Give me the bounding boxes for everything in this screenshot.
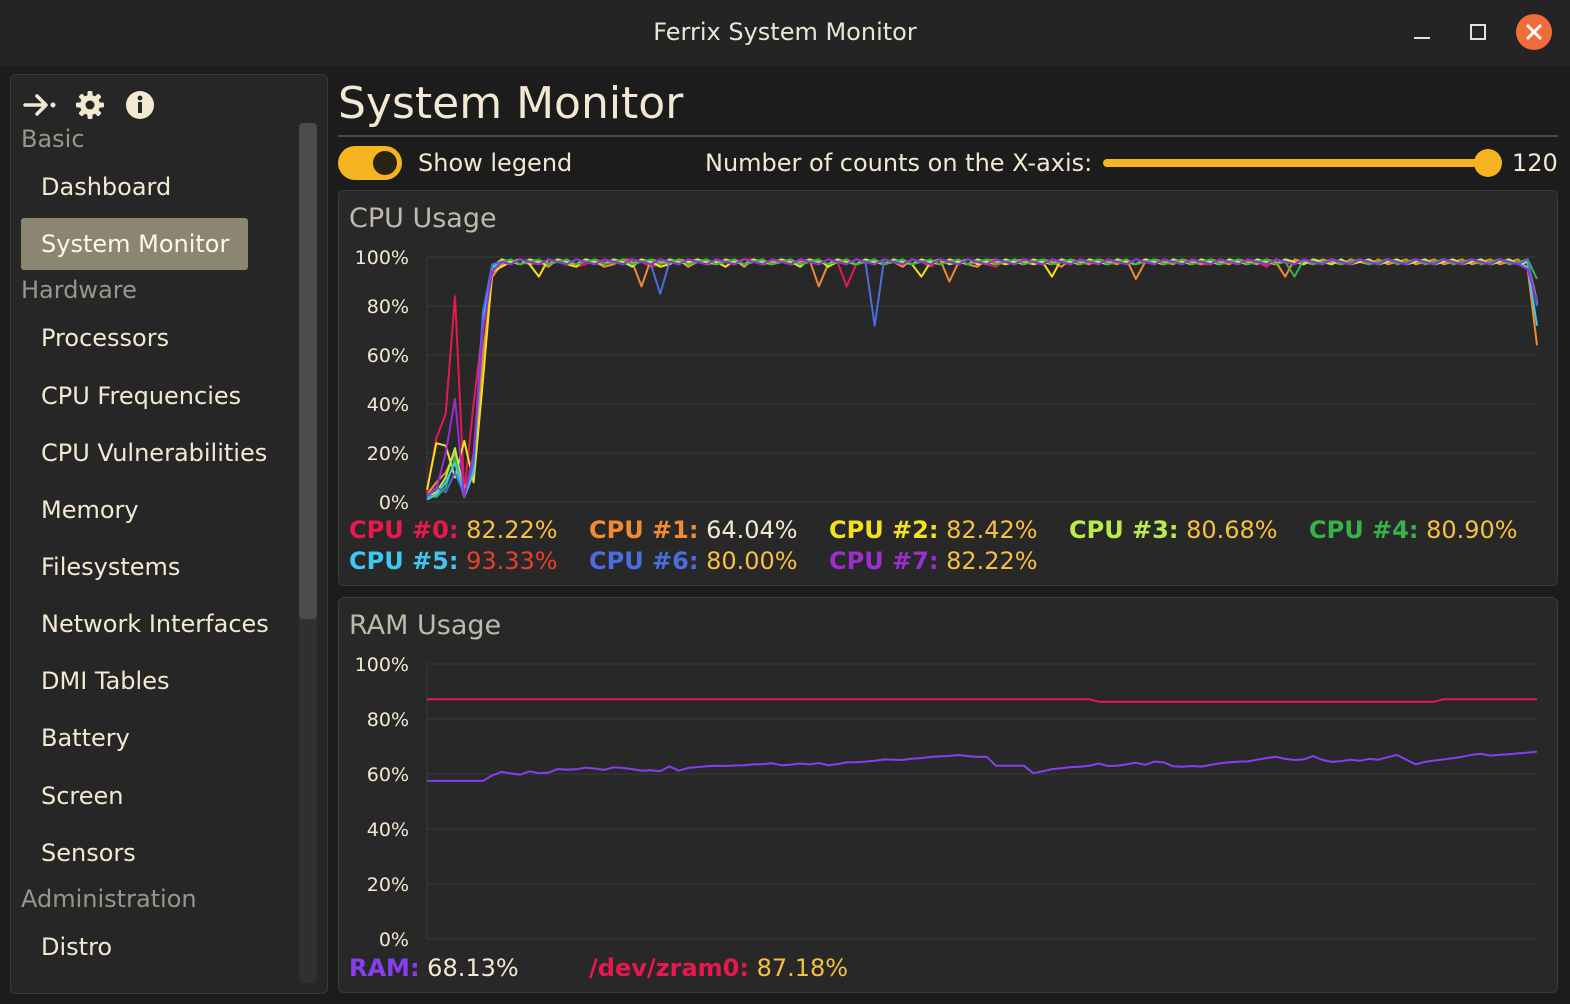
title-bar: Ferrix System Monitor bbox=[0, 0, 1570, 66]
sidebar-item-cpu-frequencies[interactable]: CPU Frequencies bbox=[41, 382, 242, 410]
ram-usage-panel: RAM Usage 0% 20% 40% 60% 80% 100% RAM: 68.13%… bbox=[338, 597, 1558, 993]
section-basic: Basic bbox=[21, 125, 85, 153]
show-legend-label: Show legend bbox=[418, 149, 573, 177]
cpu-usage-chart: 0% 20% 40% 60% 80% 100% bbox=[355, 247, 1538, 514]
sidebar: Basic Dashboard System Monitor Hardware … bbox=[10, 74, 328, 994]
x-counts-label: Number of counts on the X-axis: bbox=[705, 149, 1093, 177]
sidebar-item-memory[interactable]: Memory bbox=[41, 496, 139, 524]
sidebar-item-dmi-tables[interactable]: DMI Tables bbox=[41, 667, 170, 695]
toggle-knob bbox=[373, 151, 397, 175]
section-administration: Administration bbox=[21, 885, 197, 913]
series-line-1 bbox=[427, 698, 1537, 703]
cpu-legend: CPU #0: 82.22% CPU #1: 64.04% CPU #2: 82.4… bbox=[349, 191, 1549, 587]
legend-series-value: 80.68% bbox=[1178, 516, 1278, 544]
legend-series-name: CPU #4: bbox=[1309, 516, 1419, 544]
sidebar-item-network-interfaces[interactable]: Network Interfaces bbox=[41, 610, 269, 638]
legend-series-name: CPU #5: bbox=[349, 547, 459, 575]
sidebar-item-cpu-vulnerabilities[interactable]: CPU Vulnerabilities bbox=[41, 439, 268, 467]
legend-item: CPU #4: 80.90% bbox=[1309, 516, 1518, 544]
minimize-icon bbox=[1414, 37, 1430, 39]
legend-series-name: CPU #6: bbox=[589, 547, 699, 575]
x-counts-value: 120 bbox=[1512, 149, 1558, 177]
collapse-sidebar-icon[interactable] bbox=[23, 89, 57, 121]
maximize-icon bbox=[1470, 24, 1486, 40]
legend-item: CPU #2: 82.42% bbox=[829, 516, 1038, 544]
y-tick-label: 100% bbox=[355, 654, 409, 676]
legend-series-value: 80.00% bbox=[698, 547, 798, 575]
legend-series-value: 87.18% bbox=[748, 954, 849, 982]
y-tick-label: 60% bbox=[367, 345, 409, 367]
cpu-usage-title: CPU Usage bbox=[349, 203, 497, 234]
sidebar-item-system-monitor[interactable]: System Monitor bbox=[21, 218, 248, 270]
title-divider bbox=[338, 135, 1558, 137]
legend-item: CPU #3: 80.68% bbox=[1069, 516, 1278, 544]
legend-series-value: 64.04% bbox=[698, 516, 798, 544]
ram-usage-chart: 0% 20% 40% 60% 80% 100% bbox=[355, 654, 1538, 951]
legend-item: /dev/zram0: 87.18% bbox=[589, 954, 848, 982]
section-hardware: Hardware bbox=[21, 276, 137, 304]
close-icon bbox=[1526, 24, 1542, 40]
main-content: System Monitor Show legend Number of cou… bbox=[338, 66, 1560, 1004]
y-tick-label: 20% bbox=[367, 874, 409, 896]
legend-series-name: CPU #7: bbox=[829, 547, 939, 575]
series-line-7 bbox=[426, 258, 1538, 499]
window-title: Ferrix System Monitor bbox=[653, 18, 917, 46]
sidebar-item-sensors[interactable]: Sensors bbox=[41, 839, 136, 867]
legend-item: CPU #1: 64.04% bbox=[589, 516, 798, 544]
legend-item: CPU #5: 93.33% bbox=[349, 547, 558, 575]
y-tick-label: 60% bbox=[367, 764, 409, 786]
minimize-button[interactable] bbox=[1404, 14, 1440, 50]
y-tick-label: 40% bbox=[367, 394, 409, 416]
sidebar-item-screen[interactable]: Screen bbox=[41, 782, 124, 810]
x-counts-slider-track[interactable] bbox=[1103, 159, 1483, 167]
legend-item: CPU #0: 82.22% bbox=[349, 516, 558, 544]
page-title: System Monitor bbox=[338, 78, 684, 129]
legend-item: RAM: 68.13% bbox=[349, 954, 519, 982]
legend-item: CPU #6: 80.00% bbox=[589, 547, 798, 575]
legend-series-name: CPU #1: bbox=[589, 516, 699, 544]
legend-series-name: RAM: bbox=[349, 954, 420, 982]
y-tick-label: 0% bbox=[379, 492, 409, 514]
sidebar-toolbar bbox=[23, 89, 157, 121]
y-tick-label: 80% bbox=[367, 709, 409, 731]
series-line-0 bbox=[427, 750, 1538, 782]
legend-series-value: 82.42% bbox=[938, 516, 1038, 544]
legend-series-value: 93.33% bbox=[458, 547, 558, 575]
legend-series-name: CPU #0: bbox=[349, 516, 459, 544]
legend-series-value: 68.13% bbox=[419, 954, 519, 982]
y-tick-label: 80% bbox=[367, 296, 409, 318]
sidebar-scrollbar-thumb[interactable] bbox=[299, 123, 317, 619]
legend-series-value: 82.22% bbox=[938, 547, 1038, 575]
y-tick-label: 100% bbox=[355, 247, 409, 269]
info-icon[interactable] bbox=[123, 89, 157, 121]
legend-series-name: CPU #3: bbox=[1069, 516, 1179, 544]
sidebar-item-processors[interactable]: Processors bbox=[41, 324, 170, 352]
cpu-usage-panel: CPU Usage 0% 20% 40% 60% 80% 100% CPU #0: 82.… bbox=[338, 190, 1558, 586]
close-button[interactable] bbox=[1516, 14, 1552, 50]
y-tick-label: 0% bbox=[379, 929, 409, 951]
y-tick-label: 20% bbox=[367, 443, 409, 465]
gear-icon[interactable] bbox=[73, 89, 107, 121]
show-legend-toggle[interactable] bbox=[338, 146, 402, 180]
sidebar-item-battery[interactable]: Battery bbox=[41, 724, 130, 752]
legend-series-value: 80.90% bbox=[1418, 516, 1518, 544]
legend-series-name: CPU #2: bbox=[829, 516, 939, 544]
ram-legend: RAM: 68.13% /dev/zram0: 87.18% bbox=[349, 598, 1549, 994]
sidebar-scrollbar[interactable] bbox=[299, 123, 317, 983]
sidebar-item-distro[interactable]: Distro bbox=[41, 933, 113, 961]
legend-series-name: /dev/zram0: bbox=[589, 954, 749, 982]
y-tick-label: 40% bbox=[367, 819, 409, 841]
x-counts-slider-handle[interactable] bbox=[1474, 149, 1502, 177]
legend-series-value: 82.22% bbox=[458, 516, 558, 544]
legend-item: CPU #7: 82.22% bbox=[829, 547, 1038, 575]
maximize-button[interactable] bbox=[1460, 14, 1496, 50]
sidebar-item-filesystems[interactable]: Filesystems bbox=[41, 553, 181, 581]
ram-usage-title: RAM Usage bbox=[349, 610, 502, 641]
sidebar-item-dashboard[interactable]: Dashboard bbox=[41, 173, 172, 201]
